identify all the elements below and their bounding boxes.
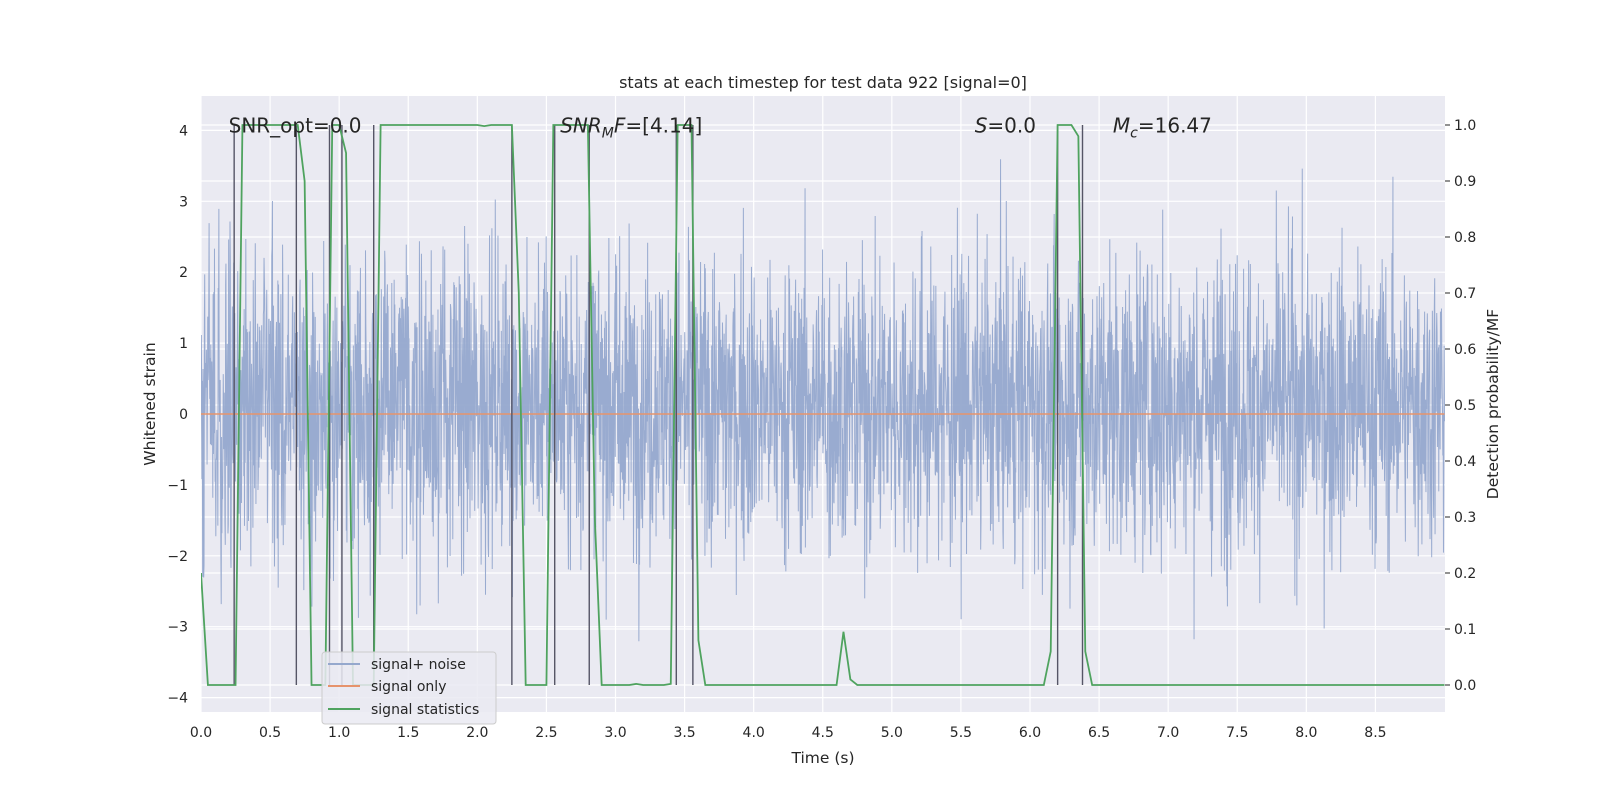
legend-label-signal-noise: signal+ noise: [371, 657, 466, 673]
y-right-tick-label: 0.9: [1454, 174, 1476, 190]
x-tick-label: 4.5: [812, 725, 834, 741]
x-tick-label: 0.5: [259, 725, 281, 741]
annotation: Mc=16.47: [1113, 113, 1212, 141]
annotation: SNR_opt=0.0: [229, 113, 362, 137]
y-left-tick-label: 4: [179, 123, 188, 139]
y-right-tick-label: 0.2: [1454, 566, 1476, 582]
signal-noise-series: [201, 159, 1445, 642]
y-right-tick-label: 0.1: [1454, 622, 1476, 638]
x-axis-label: Time (s): [790, 749, 854, 767]
y-right-tick-label: 0.6: [1454, 342, 1476, 358]
x-tick-label: 3.0: [604, 725, 626, 741]
x-tick-label: 7.5: [1226, 725, 1248, 741]
annotations: SNR_opt=0.0 SNRMF=[4.14] S=0.0 Mc=16.47: [229, 113, 1212, 141]
chart-title: stats at each timestep for test data 922…: [619, 73, 1027, 92]
y-right-tick-label: 0.8: [1454, 230, 1476, 246]
x-tick-label: 2.0: [466, 725, 488, 741]
x-tick-label: 7.0: [1157, 725, 1179, 741]
y-right-tick-label: 0.3: [1454, 510, 1476, 526]
x-tick-label: 2.5: [535, 725, 557, 741]
y-left-tick-label: −4: [167, 691, 188, 707]
y-axis-left-label: Whitened strain: [141, 342, 159, 465]
x-tick-label: 6.5: [1088, 725, 1110, 741]
legend-label-signal-statistics: signal statistics: [371, 702, 479, 718]
y-left-tick-label: 1: [179, 336, 188, 352]
y-left-tick-label: −3: [167, 620, 188, 636]
y-left-tick-label: 0: [179, 407, 188, 423]
y-right-tick-label: 0.5: [1454, 398, 1476, 414]
x-tick-label: 5.5: [950, 725, 972, 741]
x-tick-label: 6.0: [1019, 725, 1041, 741]
annotation: SNRMF=[4.14]: [560, 113, 702, 141]
annotation: S=0.0: [975, 113, 1036, 137]
y-left-tick-label: 2: [179, 265, 188, 281]
legend-label-signal-only: signal only: [371, 679, 446, 695]
x-tick-label: 3.5: [673, 725, 695, 741]
legend: signal+ noise signal only signal statist…: [321, 651, 497, 725]
x-tick-label: 5.0: [881, 725, 903, 741]
y-right-tick-label: 0.4: [1454, 454, 1476, 470]
signal-statistics-series: [201, 124, 1445, 686]
y-right-tick-label: 0.7: [1454, 286, 1476, 302]
y-right-tick-label: 1.0: [1454, 118, 1476, 134]
legend-box: [321, 651, 497, 725]
x-tick-label: 8.0: [1295, 725, 1317, 741]
y-axis-right: 1.0 0.9 0.8 0.7 0.6 0.5 0.4 0.3 0.2 0.1 0.0: [1445, 118, 1476, 694]
y-left-tick-label: −1: [167, 478, 188, 494]
y-left-tick-label: 3: [179, 194, 188, 210]
x-axis: 0.0 0.5 1.0 1.5 2.0 2.5 3.0 3.5 4.0 4.5 5.0 5.5 6.0 6…: [190, 725, 1387, 741]
y-left-tick-label: −2: [167, 549, 188, 565]
x-tick-label: 1.5: [397, 725, 419, 741]
x-tick-label: 1.0: [328, 725, 350, 741]
y-right-tick-label: 0.0: [1454, 678, 1476, 694]
x-tick-label: 4.0: [743, 725, 765, 741]
y-axis-left: 4 3 2 1 0 −1 −2 −3 −4: [167, 123, 188, 706]
x-tick-label: 0.0: [190, 725, 212, 741]
y-axis-right-label: Detection probability/MF: [1484, 309, 1502, 500]
x-tick-label: 8.5: [1364, 725, 1386, 741]
